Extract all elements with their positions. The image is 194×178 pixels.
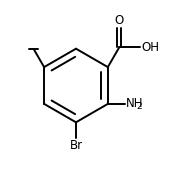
Text: NH: NH	[126, 96, 144, 109]
Text: Br: Br	[69, 139, 82, 152]
Text: O: O	[115, 14, 124, 27]
Text: 2: 2	[136, 102, 142, 111]
Text: OH: OH	[141, 41, 159, 54]
